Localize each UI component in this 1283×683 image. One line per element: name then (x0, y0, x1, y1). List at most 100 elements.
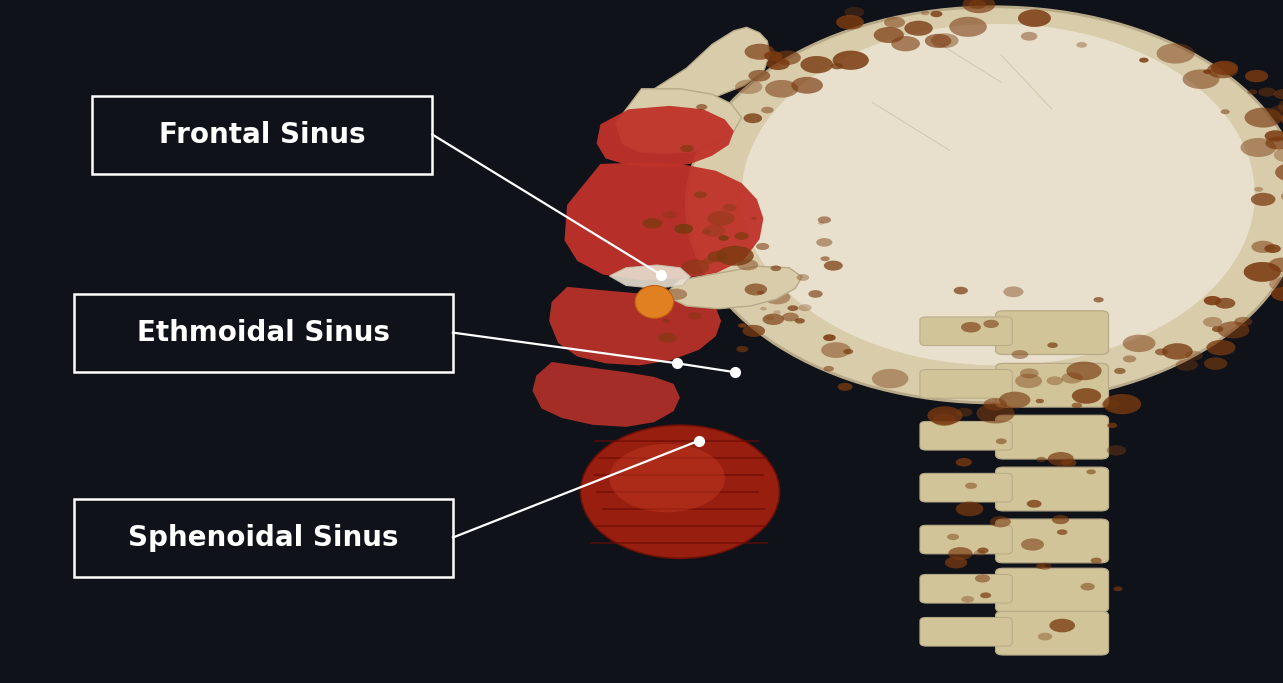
Circle shape (760, 307, 767, 311)
Circle shape (1011, 350, 1028, 359)
Circle shape (1047, 376, 1064, 385)
Polygon shape (616, 89, 742, 154)
Circle shape (771, 266, 781, 271)
Circle shape (1071, 388, 1101, 404)
Text: Frontal Sinus: Frontal Sinus (159, 121, 366, 149)
FancyBboxPatch shape (920, 617, 1012, 646)
Circle shape (680, 145, 694, 152)
Circle shape (1241, 138, 1277, 157)
Circle shape (1102, 400, 1119, 409)
Circle shape (801, 56, 833, 73)
Circle shape (1080, 583, 1094, 591)
Circle shape (1215, 298, 1236, 309)
Ellipse shape (635, 285, 674, 318)
Circle shape (794, 318, 804, 324)
Circle shape (703, 229, 711, 234)
Circle shape (947, 533, 960, 540)
Circle shape (961, 596, 974, 602)
FancyBboxPatch shape (920, 370, 1012, 398)
Circle shape (956, 501, 983, 516)
Polygon shape (609, 265, 690, 288)
Circle shape (821, 256, 830, 261)
Circle shape (703, 257, 715, 264)
Circle shape (662, 319, 670, 323)
Circle shape (783, 313, 799, 322)
Circle shape (976, 403, 1015, 423)
Circle shape (961, 322, 981, 333)
Circle shape (1107, 445, 1126, 456)
Circle shape (892, 36, 920, 51)
Circle shape (817, 217, 831, 223)
Circle shape (996, 438, 1007, 444)
Circle shape (738, 323, 747, 328)
Circle shape (1264, 245, 1280, 253)
Circle shape (1245, 70, 1268, 82)
Circle shape (819, 221, 824, 225)
Circle shape (837, 15, 863, 29)
Circle shape (748, 70, 770, 81)
Circle shape (734, 232, 749, 240)
Circle shape (949, 17, 987, 37)
Circle shape (1035, 563, 1046, 569)
Circle shape (930, 11, 943, 17)
Circle shape (1251, 240, 1274, 253)
Ellipse shape (686, 7, 1283, 403)
Circle shape (1253, 187, 1264, 192)
Circle shape (1175, 359, 1198, 371)
Circle shape (1052, 515, 1069, 524)
Circle shape (969, 0, 985, 9)
Circle shape (931, 33, 958, 48)
Circle shape (718, 235, 729, 241)
Circle shape (1114, 587, 1123, 591)
Circle shape (1259, 87, 1275, 97)
Circle shape (1203, 296, 1221, 305)
Circle shape (774, 51, 801, 65)
Circle shape (744, 44, 775, 60)
Text: Sphenoidal Sinus: Sphenoidal Sinus (128, 524, 399, 552)
Circle shape (978, 548, 989, 553)
Circle shape (707, 251, 729, 262)
Circle shape (762, 313, 784, 325)
Circle shape (838, 382, 853, 391)
Circle shape (1218, 321, 1250, 339)
Circle shape (766, 58, 790, 70)
FancyBboxPatch shape (920, 473, 1012, 502)
Ellipse shape (609, 444, 725, 512)
Circle shape (761, 107, 774, 113)
Circle shape (1057, 529, 1067, 535)
Circle shape (663, 211, 677, 219)
Circle shape (984, 398, 1007, 410)
FancyBboxPatch shape (74, 294, 453, 372)
Circle shape (933, 413, 956, 426)
Ellipse shape (742, 24, 1255, 365)
Circle shape (1247, 89, 1257, 95)
Circle shape (703, 225, 725, 237)
Circle shape (1271, 287, 1283, 301)
FancyBboxPatch shape (74, 499, 453, 577)
FancyBboxPatch shape (996, 611, 1109, 655)
Circle shape (1269, 257, 1283, 272)
Circle shape (1211, 61, 1238, 75)
Circle shape (1251, 193, 1275, 206)
FancyBboxPatch shape (996, 311, 1109, 354)
Circle shape (1269, 277, 1283, 291)
Circle shape (1021, 32, 1038, 41)
Polygon shape (665, 266, 802, 309)
Circle shape (843, 349, 853, 354)
Circle shape (1071, 402, 1082, 408)
Circle shape (722, 204, 736, 211)
Circle shape (726, 290, 739, 298)
Circle shape (1048, 452, 1074, 466)
Circle shape (1245, 108, 1282, 128)
Circle shape (765, 80, 798, 98)
Circle shape (872, 369, 908, 389)
Polygon shape (565, 163, 763, 280)
Circle shape (1123, 355, 1137, 363)
Circle shape (1234, 317, 1252, 326)
Circle shape (1162, 344, 1193, 360)
FancyBboxPatch shape (920, 317, 1012, 346)
Circle shape (953, 287, 967, 294)
Circle shape (766, 316, 774, 320)
Circle shape (980, 592, 992, 598)
Polygon shape (532, 362, 680, 427)
